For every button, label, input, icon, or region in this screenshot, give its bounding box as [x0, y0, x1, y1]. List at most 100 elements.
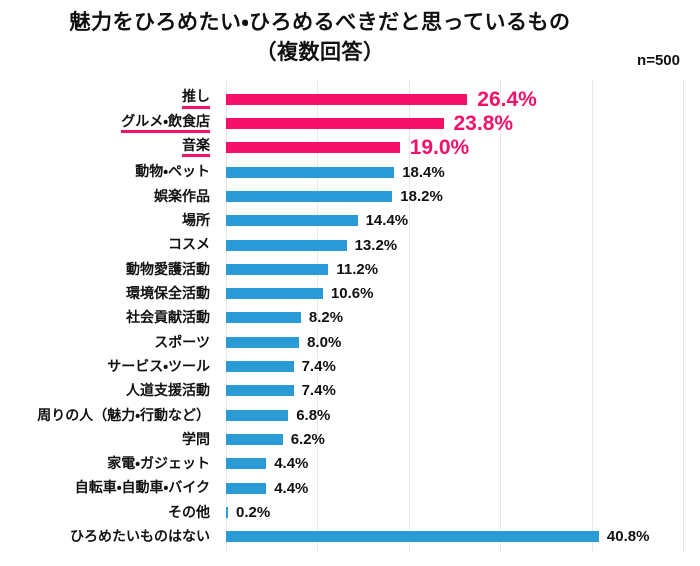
- category-text: 学問: [182, 430, 210, 447]
- value-label: 11.2%: [336, 260, 379, 278]
- category-label: 人道支援活動: [0, 382, 210, 398]
- value-label: 0.2%: [236, 503, 271, 521]
- bar-track: 11.2%: [226, 257, 700, 281]
- bar: [226, 336, 300, 348]
- bar-row: グルメ・飲食店 23.8%: [0, 111, 700, 135]
- category-text: 環境保全活動: [126, 284, 210, 301]
- bar: [226, 434, 283, 446]
- category-label: 場所: [0, 212, 210, 229]
- bar-row: 学問 6.2%: [0, 427, 700, 451]
- gridline: [500, 79, 502, 553]
- bar: [226, 312, 301, 324]
- value-label: 7.4%: [301, 382, 336, 400]
- bar: [226, 166, 395, 178]
- value-label: 4.4%: [274, 455, 309, 473]
- bar-row: その他 0.2%: [0, 500, 700, 524]
- bar-row: 推し 26.4%: [0, 87, 700, 111]
- bar: [226, 239, 347, 251]
- bar-row: 環境保全活動 10.6%: [0, 282, 700, 306]
- category-text: 周りの人（魅力・行動など）: [37, 406, 210, 423]
- bar-row: スポーツ 8.0%: [0, 330, 700, 354]
- category-label: サービス・ツール: [0, 357, 210, 374]
- bar-track: 6.2%: [226, 427, 700, 451]
- category-text-highlighted: グルメ・飲食店: [121, 113, 210, 134]
- bar-track: 18.4%: [226, 160, 700, 184]
- category-label: 学問: [0, 430, 210, 447]
- category-text-highlighted: 音楽: [182, 137, 210, 158]
- category-text-highlighted: 推し: [182, 89, 210, 109]
- category-label: グルメ・飲食店: [0, 113, 210, 134]
- bar: [226, 190, 393, 202]
- category-text: サービス・ツール: [107, 357, 210, 374]
- category-label: その他: [0, 503, 210, 520]
- category-text: 動物愛護活動: [126, 260, 210, 277]
- value-label: 8.2%: [308, 309, 344, 327]
- bar-row: 動物・ペット 18.4%: [0, 160, 700, 184]
- gridline: [408, 79, 410, 553]
- value-label: 8.0%: [307, 333, 342, 351]
- category-text: 家電・ガジェット: [107, 455, 210, 472]
- gridline: [683, 79, 684, 553]
- bar-row: 娯楽作品 18.2%: [0, 184, 700, 208]
- bar-row: 周りの人（魅力・行動など） 6.8%: [0, 403, 700, 427]
- category-text: 場所: [182, 212, 210, 229]
- bar-track: 7.4%: [226, 354, 700, 378]
- category-label: 自転車・自動車・バイク: [0, 479, 210, 496]
- chart-title-line2: （複数回答）: [255, 41, 385, 65]
- bar-rows: 推し 26.4% グルメ・飲食店 23.8% 音楽 19.0% 動物・ペット 18.4% 娯楽作…: [0, 87, 700, 549]
- category-label: コスメ: [0, 236, 210, 253]
- bar-track: 8.0%: [226, 330, 700, 354]
- bar: [226, 361, 294, 373]
- category-label: 動物愛護活動: [0, 260, 210, 277]
- category-text: スポーツ: [154, 333, 210, 350]
- bar-row: 社会貢献活動 8.2%: [0, 306, 700, 330]
- category-label: 周りの人（魅力・行動など）: [0, 406, 210, 423]
- category-text: 娯楽作品: [154, 187, 210, 204]
- bar-track: 8.2%: [226, 306, 700, 330]
- bar-track: 23.8%: [226, 111, 700, 135]
- bar-track: 13.2%: [226, 233, 700, 257]
- bar: [226, 215, 358, 227]
- bar-row: サービス・ツール 7.4%: [0, 354, 700, 378]
- gridline: [591, 79, 593, 553]
- value-label: 7.4%: [301, 358, 336, 376]
- value-label: 23.8%: [453, 111, 514, 135]
- bar-row: 音楽 19.0%: [0, 136, 700, 160]
- bar-track: 4.4%: [226, 452, 700, 476]
- category-label: 推し: [0, 89, 210, 109]
- category-label: ひろめたいものはない: [0, 528, 210, 545]
- category-text: 自転車・自動車・バイク: [74, 479, 210, 496]
- category-text: ひろめたいものはない: [70, 528, 210, 545]
- bar-highlighted: [226, 93, 468, 105]
- bar-track: 26.4%: [226, 87, 700, 111]
- bar-track: 7.4%: [226, 379, 700, 403]
- value-label: 26.4%: [477, 87, 537, 111]
- category-text: 社会貢献活動: [126, 309, 210, 326]
- bar: [226, 263, 329, 275]
- bar: [226, 506, 228, 518]
- value-label: 40.8%: [606, 528, 650, 546]
- bar-row: 家電・ガジェット 4.4%: [0, 452, 700, 476]
- chart-title: 魅力をひろめたい・ひろめるべきだと思っているもの （複数回答）: [0, 8, 640, 69]
- value-label: 19.0%: [409, 136, 470, 160]
- bar-track: 18.2%: [226, 184, 700, 208]
- category-label: 家電・ガジェット: [0, 455, 210, 472]
- category-text: コスメ: [168, 236, 210, 253]
- chart-title-line1: 魅力をひろめたい・ひろめるべきだと思っているもの: [69, 11, 571, 34]
- bar-track: 4.4%: [226, 476, 700, 500]
- gridline: [317, 79, 319, 553]
- bar-row: 人道支援活動 7.4%: [0, 379, 700, 403]
- bar: [226, 385, 294, 397]
- bar-highlighted: [226, 142, 400, 154]
- bar-track: 10.6%: [226, 282, 700, 306]
- bar: [226, 458, 267, 470]
- category-text: その他: [168, 503, 210, 520]
- bar-track: 19.0%: [226, 136, 700, 160]
- bar-row: 動物愛護活動 11.2%: [0, 257, 700, 281]
- category-label: 動物・ペット: [0, 163, 210, 179]
- value-label: 6.8%: [296, 406, 331, 424]
- value-label: 18.4%: [402, 163, 445, 181]
- bar: [226, 288, 323, 300]
- bar-track: 6.8%: [226, 403, 700, 427]
